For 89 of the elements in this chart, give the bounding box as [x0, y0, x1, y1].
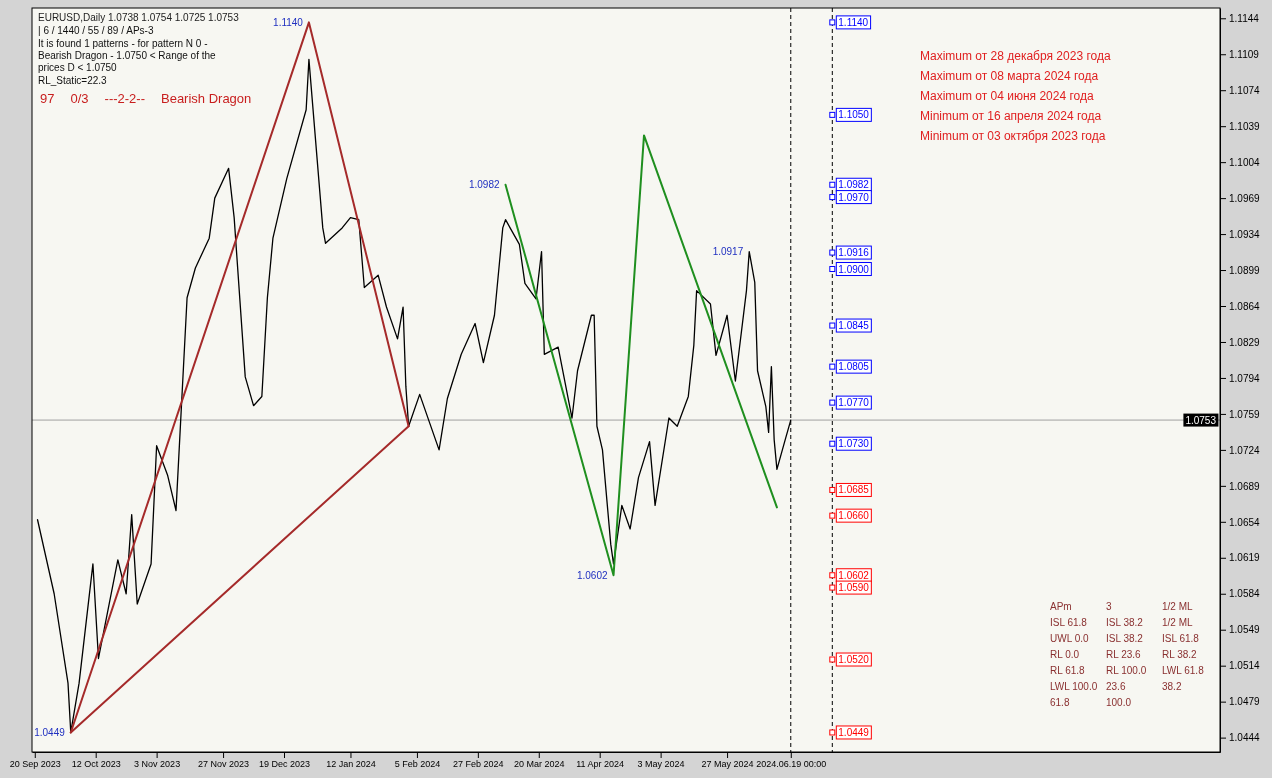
y-tick-label: 1.1109 [1229, 48, 1260, 60]
x-tick-label: 27 Nov 2023 [198, 759, 250, 770]
y-tick-label: 1.1039 [1229, 120, 1261, 132]
y-tick-label: 1.0899 [1229, 264, 1261, 276]
annotation: 23.6 [1106, 681, 1126, 692]
x-tick-label: 12 Jan 2024 [326, 759, 376, 770]
annotation: It is found 1 patterns - for pattern N 0 - Bearish Dragon - 1.0750 < Range of the prices D < 1.0750 [38, 38, 217, 73]
x-tick-label: 27 Feb 2024 [453, 759, 504, 770]
data-label: 1.0916 [838, 247, 870, 259]
annotation: RL 61.8 [1050, 665, 1086, 676]
annotation: UWL 0.0 [1050, 633, 1089, 644]
annotation: RL 38.2 [1162, 649, 1198, 660]
data-label: 1.0602 [838, 569, 870, 581]
annotation: ISL 61.8 [1050, 617, 1088, 628]
annotation: RL 100.0 [1106, 665, 1147, 676]
annotation: Bearish Dragon [160, 91, 252, 106]
x-tick-label: 5 Feb 2024 [394, 759, 441, 770]
annotation: ISL 61.8 [1162, 633, 1200, 644]
y-tick-label: 1.0724 [1229, 444, 1261, 456]
annotation: 38.2 [1162, 681, 1182, 692]
data-label: 1.1140 [838, 16, 869, 28]
annotation: | 6 / 1440 / 55 / 89 / APs-3 [38, 25, 154, 36]
data-label: 1.0590 [838, 582, 870, 594]
y-tick-label: 1.0654 [1229, 516, 1261, 528]
annotation: ---2-2-- [104, 91, 145, 106]
y-tick-label: 1.0479 [1229, 696, 1261, 708]
y-tick-label: 1.0829 [1229, 336, 1261, 348]
x-tick-label: 12 Oct 2023 [71, 759, 121, 770]
x-tick-label: 11 Apr 2024 [576, 759, 625, 770]
x-tick-label: 3 May 2024 [637, 759, 685, 770]
annotation: Maximum от 04 июня 2024 года [920, 89, 1094, 103]
annotation: LWL 61.8 [1162, 665, 1205, 676]
data-label: 1.0982 [838, 179, 870, 191]
data-label: 1.0449 [838, 726, 870, 738]
annotation: RL_Static=22.3 [38, 75, 108, 86]
annotation: 1.1140 [273, 16, 304, 28]
annotation: 97 [40, 91, 55, 106]
annotation: 1.0982 [468, 179, 500, 191]
data-label: 1.0805 [838, 361, 870, 373]
annotation: 3 [1106, 601, 1112, 612]
y-tick-label: 1.0794 [1229, 372, 1261, 384]
y-tick-label: 1.0619 [1229, 552, 1261, 564]
annotation: 61.8 [1050, 697, 1070, 708]
x-tick-label: 20 Mar 2024 [514, 759, 565, 770]
data-label: 1.0520 [838, 654, 870, 666]
annotation: Minimum от 16 апреля 2024 года [920, 109, 1102, 123]
ref-line-label: 1.0753 [1185, 414, 1217, 426]
annotation: APm [1050, 601, 1072, 612]
y-tick-label: 1.0514 [1229, 660, 1261, 672]
y-tick-label: 1.0864 [1229, 300, 1261, 312]
data-label: 1.0970 [838, 191, 870, 203]
x-tick-label: 2024.06.19 00:00 [756, 759, 827, 770]
annotation: RL 0.0 [1050, 649, 1080, 660]
data-label: 1.0845 [838, 320, 870, 332]
x-tick-label: 19 Dec 2023 [258, 759, 311, 770]
data-label: 1.1050 [838, 109, 870, 121]
annotation: 100.0 [1106, 697, 1132, 708]
x-tick-label: 3 Nov 2023 [134, 759, 181, 770]
annotation: 1.0602 [576, 569, 608, 581]
y-tick-label: 1.1074 [1229, 84, 1261, 96]
annotation: ISL 38.2 [1106, 633, 1144, 644]
y-tick-label: 1.0444 [1229, 732, 1261, 744]
y-tick-label: 1.0934 [1229, 228, 1261, 240]
annotation: RL 23.6 [1106, 649, 1142, 660]
annotation: 1/2 ML [1162, 601, 1194, 612]
annotation: 1.0449 [34, 726, 66, 738]
annotation: 0/3 [70, 91, 89, 106]
y-tick-label: 1.1144 [1229, 12, 1260, 24]
y-tick-label: 1.0584 [1229, 588, 1261, 600]
data-label: 1.0660 [838, 510, 870, 522]
y-tick-label: 1.0759 [1229, 408, 1261, 420]
x-tick-label: 20 Sep 2023 [9, 759, 61, 770]
x-tick-label: 27 May 2024 [701, 759, 754, 770]
annotation: LWL 100.0 [1050, 681, 1098, 692]
y-tick-label: 1.1004 [1229, 156, 1261, 168]
annotation: Maximum от 08 марта 2024 года [920, 69, 1099, 83]
annotation: 1/2 ML [1162, 617, 1194, 628]
y-tick-label: 1.0969 [1229, 192, 1261, 204]
annotation: 1.0917 [712, 246, 744, 258]
data-label: 1.0900 [838, 263, 870, 275]
annotation: Minimum от 03 октября 2023 года [920, 129, 1106, 143]
y-tick-label: 1.0689 [1229, 480, 1261, 492]
annotation: Maximum от 28 декабря 2023 года [920, 49, 1111, 63]
annotation: ISL 38.2 [1106, 617, 1144, 628]
data-label: 1.0770 [838, 397, 870, 409]
data-label: 1.0685 [838, 484, 870, 496]
chart-title: EURUSD,Daily 1.0738 1.0754 1.0725 1.0753 [38, 12, 240, 23]
data-label: 1.0730 [838, 438, 870, 450]
y-tick-label: 1.0549 [1229, 624, 1261, 636]
